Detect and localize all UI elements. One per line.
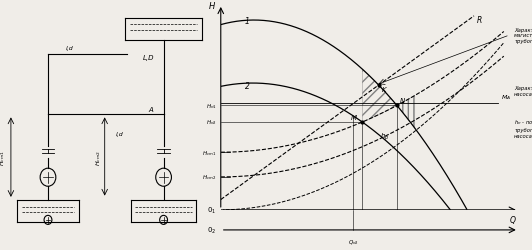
Text: $H_{cm2}$: $H_{cm2}$ — [94, 150, 103, 165]
Text: l,d: l,d — [66, 46, 73, 51]
Text: H: H — [209, 2, 215, 11]
Text: K: K — [381, 87, 386, 93]
Text: 1: 1 — [245, 16, 250, 26]
Text: N: N — [400, 98, 405, 104]
Text: $Q_1$: $Q_1$ — [362, 220, 371, 229]
Text: $h_p$: $h_p$ — [380, 131, 389, 142]
Text: Характеристика
насоса: Характеристика насоса — [514, 86, 532, 96]
Text: $Q_{н1}$: $Q_{н1}$ — [348, 220, 359, 229]
Text: $h_п$ - потери в
трубопроводе
насоса: $h_п$ - потери в трубопроводе насоса — [514, 118, 532, 138]
Text: $Q_{н2}$: $Q_{н2}$ — [348, 237, 359, 246]
Text: R: R — [477, 16, 482, 25]
Text: L,D: L,D — [143, 55, 154, 61]
Text: $H_{cm1}$: $H_{cm1}$ — [202, 148, 217, 157]
Text: l,d: l,d — [116, 131, 124, 136]
Text: $H_{cm2}$: $H_{cm2}$ — [202, 173, 217, 182]
Text: $0_1$: $0_1$ — [207, 205, 217, 215]
Text: 2: 2 — [245, 82, 250, 91]
Text: Характеристика
магистрального
трубопровода: Характеристика магистрального трубопрово… — [514, 28, 532, 44]
Text: $Q_2$: $Q_2$ — [393, 220, 401, 229]
Text: $M_A$: $M_A$ — [501, 92, 511, 101]
Text: M: M — [351, 114, 356, 120]
Text: Q: Q — [510, 211, 516, 220]
Text: Q: Q — [510, 215, 516, 224]
Text: $H_{н2}$: $H_{н2}$ — [205, 118, 217, 127]
Text: A: A — [148, 106, 153, 112]
Text: $H_{н1}$: $H_{н1}$ — [205, 102, 217, 110]
Text: $H_{cm1}$: $H_{cm1}$ — [0, 150, 6, 165]
Text: $0_2$: $0_2$ — [207, 225, 217, 235]
